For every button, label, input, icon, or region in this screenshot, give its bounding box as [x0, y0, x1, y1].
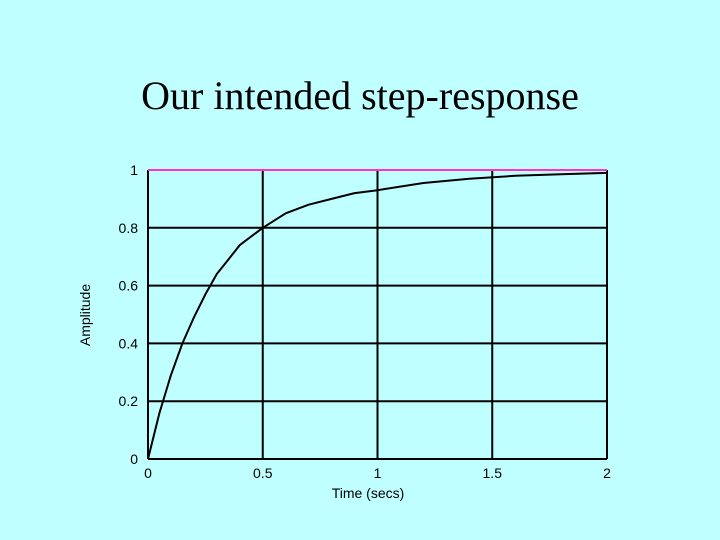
slide-title: Our intended step-response — [141, 73, 579, 118]
y-tick-labels: 0 0.2 0.4 0.6 0.8 1 — [119, 162, 139, 467]
series-layer — [147, 169, 608, 460]
grid — [147, 169, 608, 460]
x-tick-label: 1.5 — [483, 465, 503, 481]
x-tick-labels: 0 0.5 1 1.5 2 — [144, 465, 611, 481]
y-tick-label: 0.2 — [119, 393, 139, 409]
y-axis-label: Amplitude — [77, 284, 93, 346]
x-tick-label: 0 — [144, 465, 152, 481]
x-tick-label: 0.5 — [253, 465, 273, 481]
x-axis-label: Time (secs) — [332, 485, 405, 501]
y-tick-label: 0.4 — [119, 335, 139, 351]
y-tick-label: 0.8 — [119, 220, 139, 236]
series-step-response — [147, 171, 608, 460]
y-tick-label: 1 — [130, 162, 138, 178]
y-tick-label: 0 — [130, 451, 138, 467]
y-tick-label: 0.6 — [119, 278, 139, 294]
x-tick-label: 2 — [603, 465, 611, 481]
x-tick-label: 1 — [374, 465, 382, 481]
